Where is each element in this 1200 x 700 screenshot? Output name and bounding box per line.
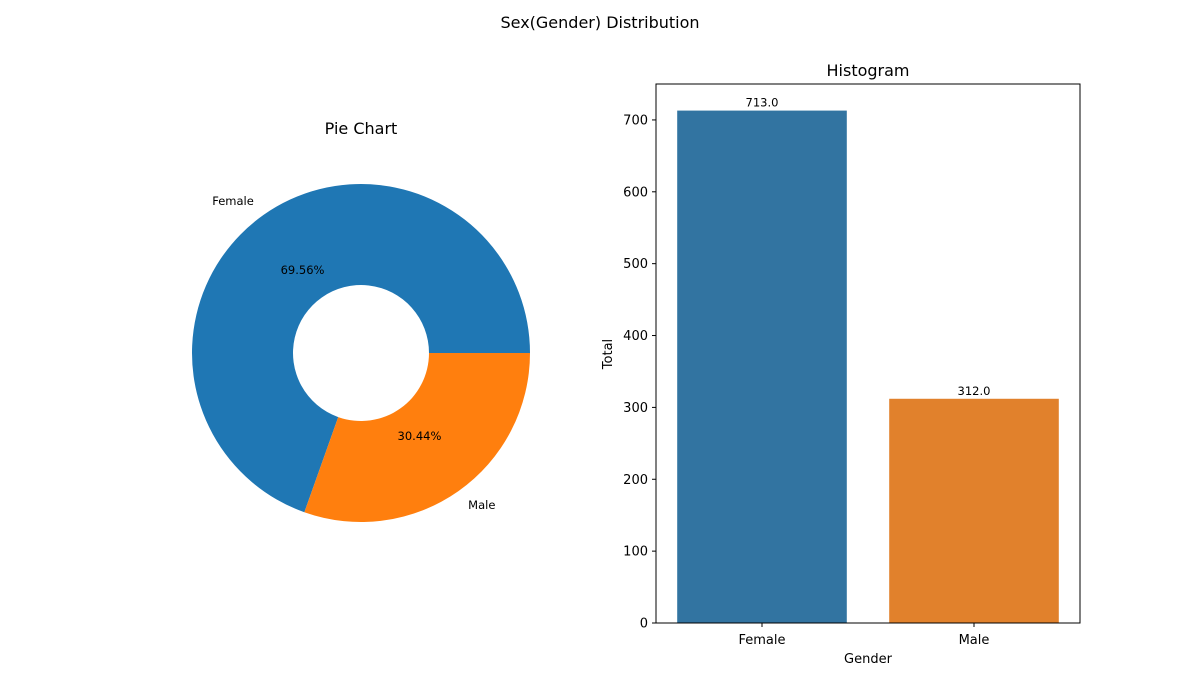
x-axis-title: Gender [844,652,893,667]
pie-label-male: Male [468,498,495,512]
bar-value-labels: 713.0 312.0 [746,96,991,398]
y-axis-title: Total [601,339,616,370]
y-tick-label-700: 700 [623,113,648,128]
pie-slice-male [304,353,530,522]
y-tick-label-600: 600 [623,185,648,200]
bar-value-label-female: 713.0 [746,96,779,110]
bar-value-label-male: 312.0 [958,384,991,398]
pie-labels: Female 69.56% Male 30.44% [212,194,495,512]
bar-male [889,398,1059,623]
y-tick-label-200: 200 [623,473,648,488]
pie-chart-panel: Pie Chart Female 69.56% Male 30.44% [192,119,530,522]
figure-title: Sex(Gender) Distribution [500,13,699,32]
pie-slices [192,184,530,522]
bar-female [677,110,847,623]
bar-chart-panel: Histogram 713.0 312.0 0 100 200 300 400 500 600… [601,61,1081,667]
pie-percent-label-female: 69.56% [281,263,325,277]
bar-chart-title: Histogram [827,61,910,80]
y-tick-label-400: 400 [623,329,648,344]
y-axis-ticks: 0 100 200 300 400 500 600 700 [623,113,656,632]
y-tick-label-300: 300 [623,401,648,416]
axes-frame [655,83,1081,624]
pie-label-female: Female [212,194,254,208]
y-tick-label-500: 500 [623,257,648,272]
pie-percent-label-male: 30.44% [398,429,442,443]
x-tick-label-female: Female [738,633,785,648]
pie-slice-female [192,184,530,513]
y-tick-label-0: 0 [640,617,648,632]
x-axis-ticks: Female Male [738,623,989,648]
pie-chart-title: Pie Chart [325,119,398,138]
bars [677,110,1059,623]
x-tick-label-male: Male [959,633,990,648]
y-tick-label-100: 100 [623,545,648,560]
